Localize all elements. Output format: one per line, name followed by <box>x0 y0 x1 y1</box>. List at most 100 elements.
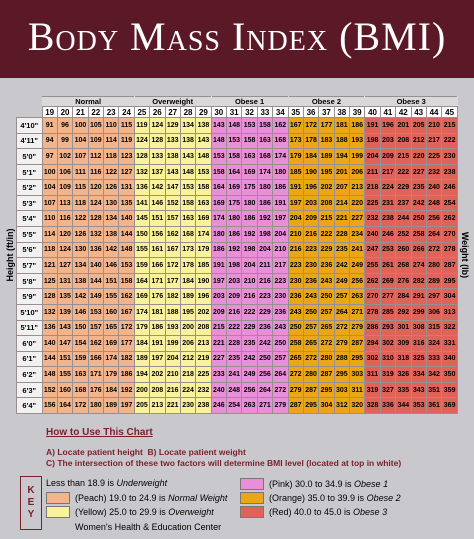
weight-cell: 244 <box>395 210 412 228</box>
weight-cell: 208 <box>395 132 412 150</box>
weight-cell: 265 <box>302 335 320 352</box>
weight-cell: 191 <box>149 335 166 352</box>
weight-cell: 312 <box>333 397 351 414</box>
weight-cell: 222 <box>225 319 243 337</box>
weight-cell: 193 <box>164 319 181 337</box>
weight-cell: 235 <box>241 335 258 352</box>
weight-cell: 151 <box>102 272 120 290</box>
weight-cell: 238 <box>379 210 397 228</box>
weight-cell: 113 <box>56 194 74 212</box>
weight-cell: 211 <box>256 257 274 274</box>
weight-cell: 227 <box>410 163 427 181</box>
weight-cell: 148 <box>41 366 58 383</box>
weight-cell: 336 <box>379 397 397 414</box>
weight-cell: 209 <box>225 288 243 305</box>
weight-cell: 162 <box>87 335 105 352</box>
key-emph: Normal Weight <box>168 493 228 503</box>
bmi-value: 27 <box>164 106 181 118</box>
weight-cell: 127 <box>118 163 135 181</box>
weight-cell: 178 <box>179 257 197 274</box>
bmi-value: 20 <box>56 106 74 118</box>
weight-cell: 151 <box>149 210 166 228</box>
weight-cell: 182 <box>164 288 181 305</box>
weight-cell: 223 <box>287 257 304 274</box>
bmi-value: 25 <box>133 106 151 118</box>
weight-cell: 228 <box>333 226 351 243</box>
weight-cell: 200 <box>179 319 197 337</box>
weight-cell: 216 <box>302 226 320 243</box>
weight-cell: 256 <box>425 210 443 228</box>
key-entry: (Orange) 35.0 to 39.9 is Obese 2 <box>240 492 401 504</box>
weight-cell: 221 <box>164 397 181 414</box>
weight-cell: 196 <box>302 179 320 196</box>
weight-cell: 198 <box>256 226 274 243</box>
weight-cell: 151 <box>56 350 74 368</box>
weight-cell: 236 <box>256 319 274 337</box>
weight-cell: 257 <box>318 303 335 321</box>
weight-cell: 280 <box>302 366 320 383</box>
key-swatch <box>240 478 264 490</box>
weight-cell: 287 <box>318 366 335 383</box>
weight-cell: 142 <box>72 288 89 305</box>
height-label: 5'8" <box>16 272 43 290</box>
weight-cell: 140 <box>87 257 105 274</box>
height-label: 5'9" <box>16 288 43 305</box>
weight-cell: 199 <box>348 148 366 165</box>
weight-cell: 184 <box>179 272 197 290</box>
weight-cell: 325 <box>410 350 427 368</box>
key-text: (Red) 40.0 to 45.0 is <box>269 507 354 517</box>
weight-cell: 201 <box>395 117 412 134</box>
weight-cell: 129 <box>164 117 181 134</box>
weight-cell: 256 <box>348 272 366 290</box>
weight-cell: 221 <box>210 335 228 352</box>
weight-cell: 203 <box>379 132 397 150</box>
weight-cell: 209 <box>210 303 228 321</box>
weight-cell: 247 <box>364 241 381 259</box>
weight-cell: 257 <box>272 350 289 368</box>
bmi-value: 26 <box>149 106 166 118</box>
weight-cell: 215 <box>395 148 412 165</box>
weight-cell: 237 <box>395 194 412 212</box>
weight-cell: 164 <box>210 179 228 196</box>
weight-cell: 158 <box>225 148 243 165</box>
weight-cell: 213 <box>195 335 212 352</box>
weight-cell: 198 <box>241 241 258 259</box>
weight-cell: 258 <box>287 335 304 352</box>
height-row: 6'2" 148 155 163 171 179 186 194 202 210 218 225 233… <box>16 366 458 383</box>
bmi-value: 23 <box>102 106 120 118</box>
weight-cell: 269 <box>379 272 397 290</box>
corner <box>16 106 42 118</box>
weight-cell: 96 <box>56 117 74 134</box>
weight-cell: 272 <box>272 381 289 399</box>
weight-cell: 169 <box>195 210 212 228</box>
weight-cell: 225 <box>425 148 443 165</box>
weight-cell: 209 <box>302 210 320 228</box>
weight-cell: 342 <box>425 366 443 383</box>
row-axis-label: Height (ft/in) <box>5 228 15 282</box>
weight-cell: 272 <box>425 241 443 259</box>
weight-cell: 235 <box>410 179 427 196</box>
weight-cell: 191 <box>287 179 304 196</box>
weight-cell: 287 <box>302 381 320 399</box>
weight-cell: 204 <box>256 241 274 259</box>
weight-cell: 179 <box>195 241 212 259</box>
weight-cell: 148 <box>118 241 135 259</box>
group-label: Obese 1 <box>210 96 289 107</box>
weight-cell: 271 <box>256 397 274 414</box>
weight-cell: 168 <box>256 148 274 165</box>
weight-cell: 100 <box>72 117 89 134</box>
weight-cell: 238 <box>195 397 212 414</box>
key-text: (Yellow) 25.0 to 29.9 is <box>75 507 169 517</box>
height-row: 6'0" 140 147 154 162 169 177 184 191 199 206 213 221… <box>16 335 458 352</box>
weight-cell: 280 <box>318 350 335 368</box>
weight-cell: 254 <box>441 194 458 212</box>
weight-cell: 242 <box>410 194 427 212</box>
height-row: 5'9" 128 135 142 149 155 162 169 176 182 189 196 203… <box>16 288 458 305</box>
group-label: Normal <box>41 96 135 107</box>
weight-cell: 204 <box>164 350 181 368</box>
weight-cell: 241 <box>225 366 243 383</box>
weight-cell: 326 <box>395 366 412 383</box>
weight-cell: 162 <box>164 226 181 243</box>
weight-cell: 270 <box>441 226 458 243</box>
weight-cell: 180 <box>272 163 289 181</box>
